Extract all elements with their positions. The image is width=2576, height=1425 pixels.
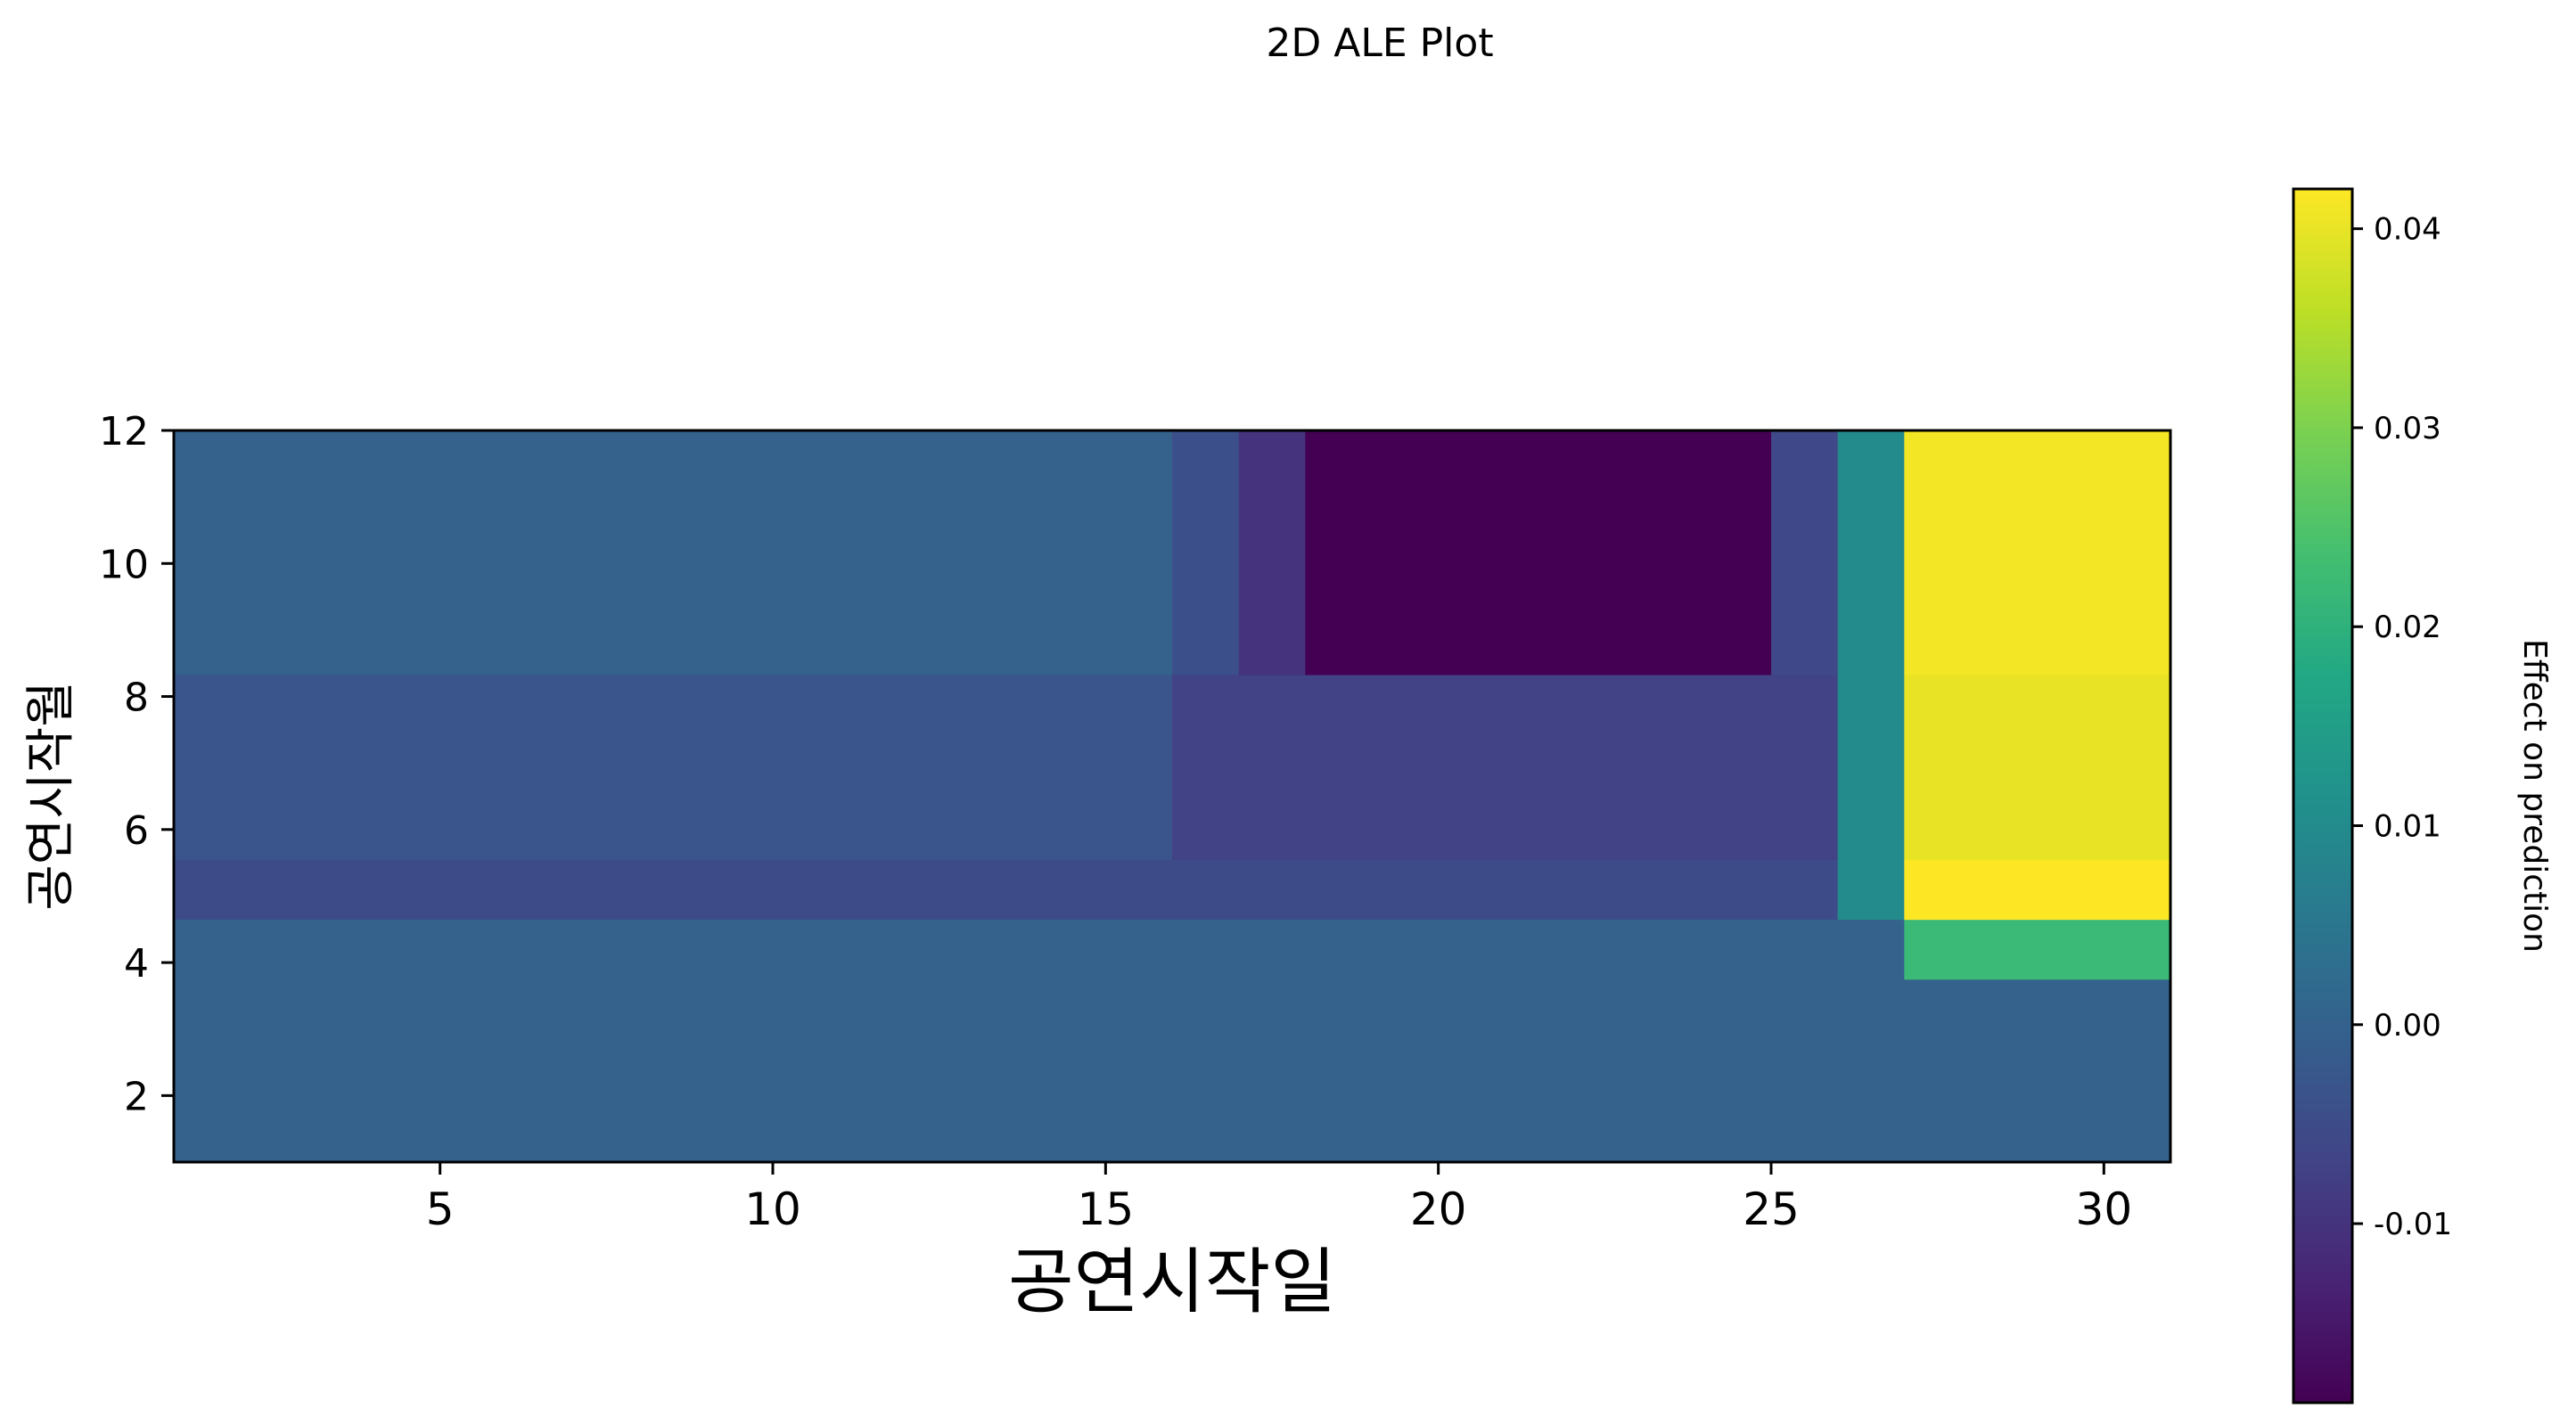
y-tick-label: 10 (99, 542, 149, 587)
y-tick-label: 2 (124, 1074, 149, 1119)
heatmap-cell (174, 674, 1173, 861)
heatmap-cells (174, 430, 2171, 1163)
x-tick-label: 20 (1410, 1183, 1467, 1235)
y-tick-label: 6 (124, 808, 149, 854)
colorbar-tick-label: 0.04 (2374, 212, 2441, 248)
colorbar (2292, 187, 2354, 1405)
x-tick-label: 15 (1078, 1183, 1135, 1235)
x-axis-label: 공연시작일 (1008, 1241, 1336, 1323)
heatmap-cell (1904, 859, 2171, 921)
x-axis-ticks: 5 10 15 20 25 30 (426, 1162, 2132, 1235)
y-tick-label: 8 (124, 676, 149, 721)
colorbar-tick-label: 0.00 (2374, 1008, 2441, 1044)
x-tick-label: 30 (2076, 1183, 2133, 1235)
heatmap-cell (1771, 430, 1839, 676)
y-axis-label: 공연시작월 (22, 681, 80, 911)
y-axis-ticks: 2 4 6 8 10 12 (99, 409, 174, 1119)
x-tick-label: 10 (744, 1183, 801, 1235)
colorbar-tick-label: 0.02 (2374, 610, 2441, 645)
heatmap-cell (1904, 674, 2171, 861)
heatmap-cell (174, 430, 1173, 676)
heatmap-cell (1172, 674, 1839, 861)
heatmap-cell (1837, 430, 1905, 676)
heatmap-cell (1172, 430, 1240, 676)
heatmap-cell (1238, 430, 1306, 676)
heatmap-cell (174, 919, 1905, 980)
x-tick-label: 25 (1743, 1183, 1800, 1235)
y-tick-label: 4 (124, 941, 149, 987)
colorbar-ticks: -0.01 0.00 0.01 0.02 0.03 0.04 (2352, 212, 2452, 1242)
plot-frame (172, 429, 2172, 1164)
heatmap-cell (1305, 430, 1772, 676)
heatmap-cell (1904, 430, 2171, 676)
y-tick-label: 12 (99, 409, 149, 455)
x-tick-label: 5 (426, 1183, 455, 1235)
chart-title: 2D ALE Plot (1266, 20, 1493, 66)
heatmap-cell (1837, 674, 1905, 861)
colorbar-tick-label: 0.01 (2374, 808, 2441, 844)
heatmap-cell (1837, 859, 1905, 921)
colorbar-label: Effect on prediction (2516, 639, 2553, 953)
colorbar-tick-label: -0.01 (2374, 1207, 2452, 1242)
heatmap-cell (1904, 919, 2171, 980)
heatmap-cell (174, 859, 1839, 921)
heatmap-cell (174, 979, 2171, 1163)
colorbar-tick-label: 0.03 (2374, 411, 2441, 446)
